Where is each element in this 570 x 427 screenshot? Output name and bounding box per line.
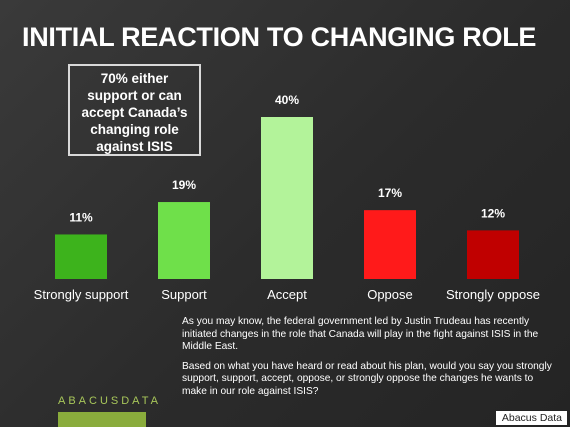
image-credit: Abacus Data <box>495 411 567 425</box>
category-label: Accept <box>267 287 307 302</box>
callout-line: accept Canada’s <box>81 105 188 120</box>
bar-oppose <box>364 210 416 279</box>
callout-line: support or can <box>87 88 182 103</box>
callout-line: against ISIS <box>96 139 173 154</box>
chart-title: INITIAL REACTION TO CHANGING ROLE <box>22 22 537 52</box>
bar-value-label: 19% <box>172 178 196 192</box>
category-label: Strongly oppose <box>446 287 540 302</box>
note-paragraph: Based on what you have heard or read abo… <box>182 360 552 397</box>
callout-line: 70% either <box>100 71 169 86</box>
callout-line: changing role <box>90 122 179 137</box>
bar-accept <box>261 117 313 279</box>
bar-value-label: 11% <box>69 210 93 224</box>
bar-strongly-oppose <box>467 230 519 279</box>
category-label: Oppose <box>367 287 413 302</box>
logo-accent-bar <box>58 412 146 427</box>
bar-support <box>158 202 210 279</box>
survey-question-note: As you may know, the federal government … <box>182 316 554 406</box>
category-label: Strongly support <box>34 287 129 302</box>
callout-box: 70% either support or can accept Canada’… <box>68 64 201 156</box>
bar-strongly-support <box>55 234 107 279</box>
category-label: Support <box>161 287 207 302</box>
bar-value-label: 17% <box>378 186 402 200</box>
note-paragraph: As you may know, the federal government … <box>182 316 539 353</box>
bar-value-label: 12% <box>481 206 505 220</box>
bar-value-label: 40% <box>275 93 299 107</box>
abacus-data-logo: ABACUSDATA <box>58 395 161 407</box>
